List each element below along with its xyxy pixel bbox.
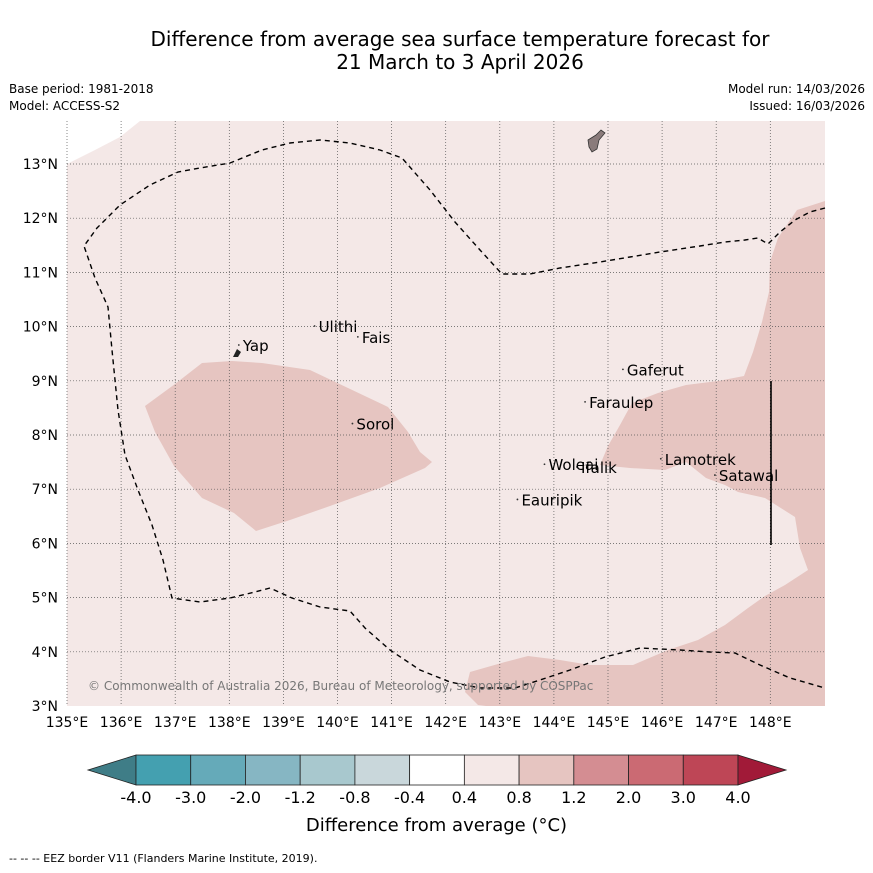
colorbar-tick-label: -2.0 — [229, 788, 262, 807]
lon-tick-label: 139°E — [262, 715, 305, 731]
lon-tick-label: 141°E — [370, 715, 413, 731]
colorbar-bin — [409, 754, 465, 786]
place-label-ifalik: Ifalik — [581, 459, 617, 477]
colorbar-bin — [299, 754, 356, 786]
place-label-gaferut: Gaferut — [627, 361, 684, 379]
colorbar-bin — [354, 754, 411, 786]
latitude-axis: 3°N 4°N 5°N 6°N 7°N 8°N 9°N 10°N 11°N 12°N 13°N — [23, 157, 58, 715]
colorbar-tick-label: 2.0 — [615, 788, 642, 807]
colorbar-bin — [518, 754, 575, 786]
place-label-lamotrek: Lamotrek — [665, 451, 736, 469]
lat-tick-label: 5°N — [32, 591, 58, 607]
run-info: Model run: 14/03/2026 Issued: 16/03/2026 — [728, 81, 865, 115]
yap-island — [233, 349, 241, 357]
title-line-2: 21 March to 3 April 2026 — [336, 50, 584, 74]
place-dot — [237, 344, 240, 346]
lat-tick-label: 6°N — [32, 536, 58, 552]
colorbar-bin — [135, 754, 192, 786]
lat-tick-label: 9°N — [32, 374, 58, 390]
eez-border — [83, 139, 826, 689]
colorbar-tick-label: -3.0 — [175, 788, 207, 807]
place-label-sorol: Sorol — [356, 416, 394, 434]
place-dot — [516, 498, 519, 501]
lon-tick-label: 145°E — [587, 715, 630, 731]
place-label-eauripik: Eauripik — [521, 491, 582, 509]
place-dot — [659, 457, 662, 460]
lon-tick-label: 148°E — [749, 715, 792, 731]
lat-tick-label: 11°N — [23, 265, 58, 281]
colorbar-under-triangle — [86, 754, 137, 786]
lat-tick-label: 12°N — [23, 211, 58, 227]
lon-tick-label: 146°E — [641, 715, 684, 731]
colorbar-title: Difference from average (°C) — [305, 815, 568, 836]
lon-tick-label: 147°E — [695, 715, 738, 731]
place-label-yap: Yap — [242, 337, 269, 355]
lat-tick-label: 4°N — [32, 645, 58, 661]
place-dot — [356, 335, 359, 338]
issued-date: Issued: 16/03/2026 — [749, 99, 865, 113]
longitude-axis: 135°E 136°E 137°E 138°E 139°E 140°E 141°E 142°E… — [46, 715, 792, 731]
colorbar-tick-label: 0.8 — [506, 788, 532, 807]
colorbar-bin — [190, 754, 246, 786]
model-info: Base period: 1981-2018 Model: ACCESS-S2 — [9, 81, 154, 115]
lat-tick-label: 3°N — [32, 699, 58, 715]
place-label-satawal: Satawal — [719, 467, 778, 485]
place-markers — [237, 325, 716, 501]
place-label-ulithi: Ulithi — [319, 318, 358, 336]
lat-tick-label: 8°N — [32, 428, 58, 444]
base-period: Base period: 1981-2018 — [9, 82, 154, 96]
title-line-1: Difference from average sea surface temp… — [150, 27, 770, 51]
lon-tick-label: 136°E — [100, 715, 143, 731]
place-dot — [313, 325, 316, 327]
colorbar-tick-label: 1.2 — [561, 788, 587, 807]
colorbar-bin — [682, 754, 739, 786]
colorbar-tick-label: 4.0 — [725, 788, 751, 807]
anomaly-region-east — [465, 201, 825, 706]
colorbar-tick-label: -0.8 — [339, 788, 371, 807]
guam-island — [587, 129, 606, 153]
place-dot — [351, 422, 354, 425]
colorbar-tick-label: -4.0 — [120, 788, 152, 807]
anomaly-region-light — [67, 121, 825, 706]
eez-legend-note: -- -- -- EEZ border V11 (Flanders Marine… — [9, 852, 318, 865]
model-name: Model: ACCESS-S2 — [9, 99, 121, 113]
place-label-fais: Fais — [362, 329, 391, 347]
lon-tick-label: 144°E — [533, 715, 576, 731]
lon-tick-label: 138°E — [208, 715, 251, 731]
colorbar-bin — [245, 754, 301, 786]
colorbar-tick-label: -1.2 — [284, 788, 316, 807]
place-label-woleai: Woleai — [548, 456, 598, 474]
lon-tick-label: 135°E — [46, 715, 89, 731]
no-data-corner — [67, 121, 140, 164]
lon-tick-label: 140°E — [316, 715, 359, 731]
anomaly-region-sorol — [145, 361, 432, 531]
colorbar-bin — [628, 754, 684, 786]
colorbar-tick-label: 0.4 — [451, 788, 478, 807]
colorbar-tick-label: 3.0 — [670, 788, 696, 807]
colorbar-bin — [463, 754, 520, 786]
place-dot — [543, 463, 546, 466]
colorbar-over-triangle — [737, 754, 788, 786]
map-title: Difference from average sea surface temp… — [60, 28, 860, 74]
lon-tick-label: 137°E — [154, 715, 197, 731]
lon-tick-label: 142°E — [424, 715, 467, 731]
place-label-faraulep: Faraulep — [589, 394, 653, 412]
place-dot — [714, 474, 716, 476]
lat-tick-label: 10°N — [23, 320, 58, 336]
place-dot — [576, 466, 578, 468]
copyright-text: © Commonwealth of Australia 2026, Bureau… — [88, 679, 593, 693]
lon-tick-label: 143°E — [479, 715, 522, 731]
lat-tick-label: 7°N — [32, 482, 58, 498]
colorbar-tick-label: -0.4 — [394, 788, 426, 807]
graticule — [66, 121, 825, 706]
place-dot — [622, 368, 624, 371]
lat-tick-label: 13°N — [23, 157, 58, 173]
place-dot — [584, 401, 586, 403]
model-run: Model run: 14/03/2026 — [727, 82, 865, 96]
colorbar-bin — [573, 754, 629, 786]
colorbar — [86, 754, 788, 786]
